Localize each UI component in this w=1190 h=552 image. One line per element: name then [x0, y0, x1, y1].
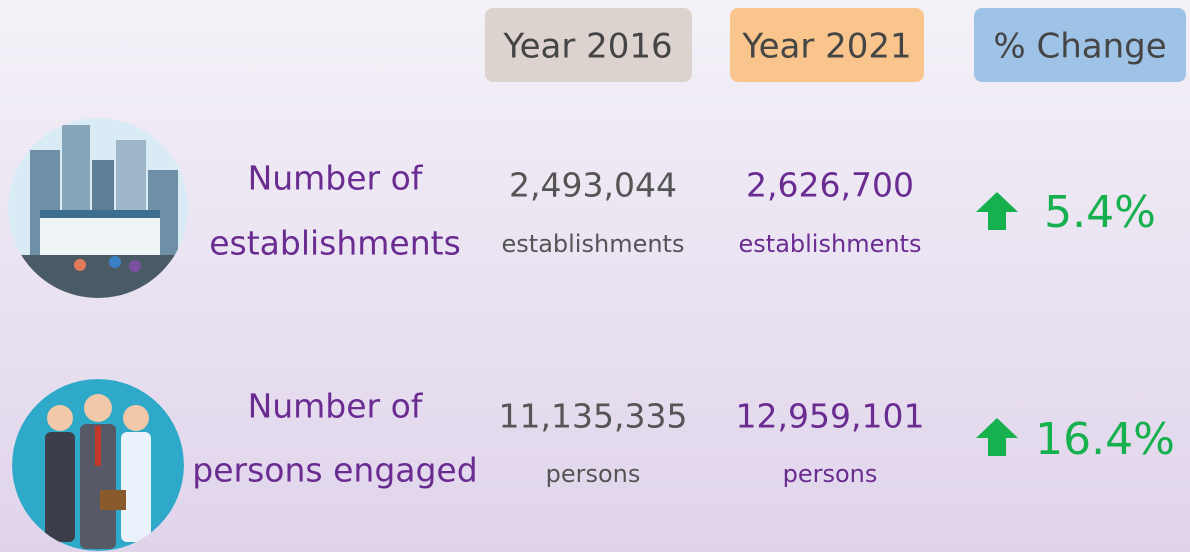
row-label: Number of: [248, 159, 424, 198]
value: 2,626,700: [746, 166, 914, 205]
row-label: Number of: [248, 387, 424, 426]
header: % Change: [993, 27, 1166, 67]
unit: establishments: [739, 230, 922, 258]
unit: establishments: [502, 230, 685, 258]
unit: persons: [783, 460, 878, 488]
value: 12,959,101: [736, 397, 925, 436]
row-label: persons engaged: [192, 451, 477, 490]
header-box: [730, 8, 924, 82]
row-label: establishments: [209, 224, 461, 263]
up-arrow: [976, 192, 1018, 230]
change: 16.4%: [1035, 414, 1175, 465]
header-box: [974, 8, 1186, 82]
up-arrow: [976, 418, 1018, 456]
header-box: [485, 8, 692, 82]
header: Year 2021: [741, 27, 911, 67]
change: 5.4%: [1044, 187, 1156, 238]
value: 2,493,044: [509, 166, 677, 205]
value: 11,135,335: [499, 397, 688, 436]
people-icon: [12, 379, 184, 551]
unit: persons: [546, 460, 641, 488]
header: Year 2016: [502, 27, 672, 67]
city-icon: [8, 118, 188, 298]
